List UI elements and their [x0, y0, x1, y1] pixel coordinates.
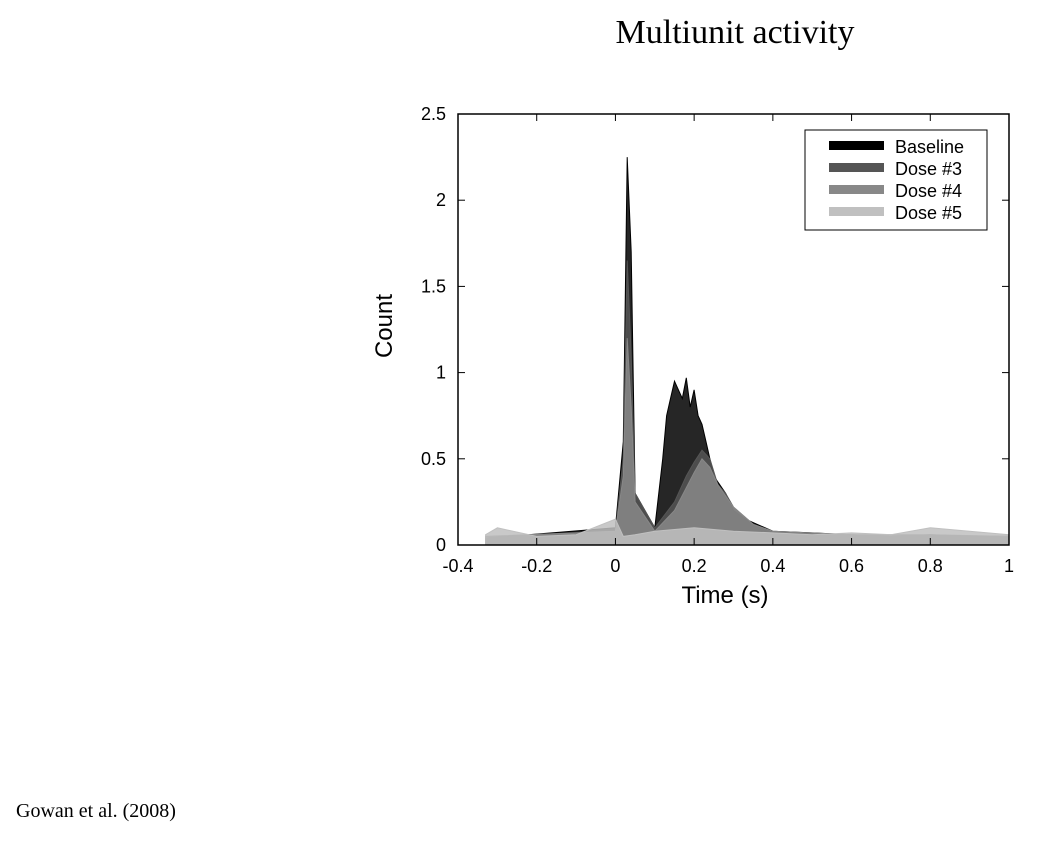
axes: -0.4 -0.2 0 0.2 0.4 0.6 0.8 1 0 0.5 1 1.5 2 2.5 [421, 104, 1014, 576]
y-tick-label: 2 [436, 190, 446, 210]
citation: Gowan et al. (2008) [16, 800, 176, 822]
series-1-trace [485, 260, 1010, 546]
y-axis-label: Count [371, 294, 398, 358]
legend-swatch [829, 163, 884, 172]
legend-swatch [829, 185, 884, 194]
legend-label: Dose #5 [895, 203, 962, 223]
plot-frame [457, 113, 1010, 546]
x-tick-label: 0 [610, 556, 620, 576]
x-tick-label: -0.2 [521, 556, 552, 576]
x-axis-label: Time (s) [681, 582, 768, 609]
y-tick-label: 2.5 [421, 104, 446, 124]
x-tick-label: 0.2 [682, 556, 707, 576]
x-tick-label: 1 [1004, 556, 1014, 576]
plot-series [485, 157, 1010, 546]
y-tick-label: 0 [436, 535, 446, 555]
slide-title: Multiunit activity [615, 14, 855, 51]
x-tick-label: 0.6 [839, 556, 864, 576]
x-tick-label: 0.4 [760, 556, 785, 576]
series-2-trace [485, 338, 1010, 546]
series-3-trace [485, 518, 1010, 546]
legend-label: Dose #4 [895, 181, 962, 201]
y-tick-label: 1 [436, 363, 446, 383]
x-tick-label: -0.4 [442, 556, 473, 576]
legend-swatch [829, 207, 884, 216]
y-tick-label: 0.5 [421, 449, 446, 469]
legend-label: Baseline [895, 137, 964, 157]
y-tick-label: 1.5 [421, 276, 446, 296]
legend-swatch [829, 141, 884, 150]
legend-label: Dose #3 [895, 159, 962, 179]
x-tick-label: 0.8 [918, 556, 943, 576]
